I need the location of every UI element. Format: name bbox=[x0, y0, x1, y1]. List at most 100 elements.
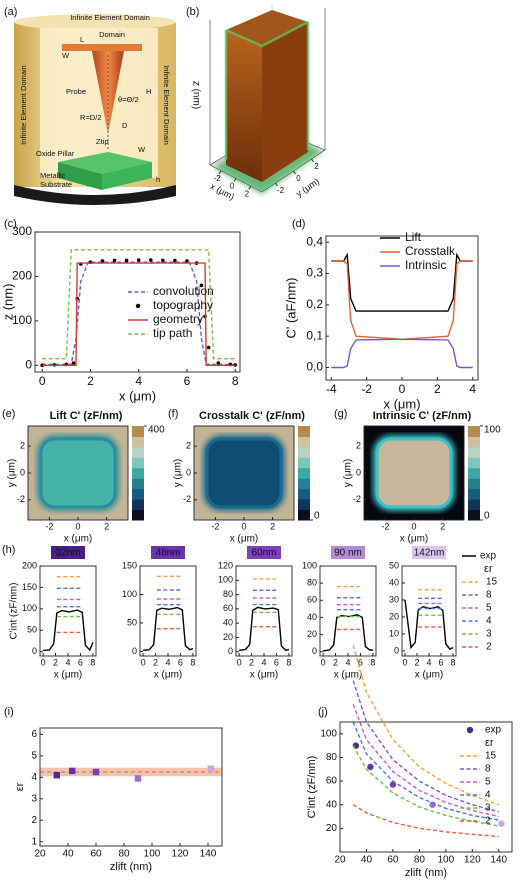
point bbox=[125, 259, 129, 263]
x-tick-label: 4 bbox=[345, 658, 350, 668]
x-tick-label: 0 bbox=[241, 522, 246, 532]
panel-label: (b) bbox=[186, 6, 199, 18]
colorbar-segment bbox=[468, 499, 480, 510]
colorbar-segment bbox=[468, 468, 480, 479]
x-tick-label: -2 bbox=[211, 522, 219, 532]
y-tick-label: 6 bbox=[31, 729, 37, 740]
y-tick-label: 20 bbox=[326, 823, 338, 834]
y-tick-label: 0,3 bbox=[306, 266, 323, 280]
tag: 32nm bbox=[55, 548, 80, 559]
x-tick-label: 0 bbox=[75, 522, 80, 532]
y-tick-label: 2 bbox=[20, 441, 25, 451]
legend-label: 2 bbox=[486, 642, 492, 653]
legend-label: topography bbox=[153, 298, 213, 312]
point bbox=[367, 764, 373, 770]
panel-label: (a) bbox=[4, 6, 17, 18]
label: Metallic bbox=[40, 171, 66, 180]
x-tick-label: -2 bbox=[214, 174, 222, 183]
panel-label: (h) bbox=[2, 544, 15, 556]
legend-marker bbox=[467, 727, 473, 733]
x-axis-label: x (μm) bbox=[250, 670, 279, 681]
legend-label: tip path bbox=[153, 326, 192, 340]
x-tick-label: 8 bbox=[232, 374, 239, 388]
y-axis-label: y (μm) bbox=[7, 459, 18, 488]
legend-label: Lift bbox=[405, 230, 422, 244]
x-tick-label: 20 bbox=[34, 849, 46, 860]
point bbox=[135, 775, 141, 781]
x-tick-label: 0 bbox=[141, 658, 146, 668]
y-tick-label: 0,4 bbox=[306, 234, 323, 248]
y-tick-label: 0 bbox=[228, 646, 233, 656]
x-tick-label: 120 bbox=[172, 849, 189, 860]
x-tick-label: 6 bbox=[438, 658, 443, 668]
probe-disc bbox=[62, 44, 142, 51]
figure: Infinite Element Domain Infinite Element… bbox=[0, 0, 523, 893]
y-tick-label: 2 bbox=[314, 162, 319, 171]
legend-marker bbox=[136, 304, 140, 308]
label: Infinite Element Domain bbox=[19, 65, 28, 145]
y-axis-label: C'int (zF/nm) bbox=[9, 583, 20, 640]
tag: 142nm bbox=[414, 548, 445, 559]
y-tick-label: 0 bbox=[296, 174, 301, 183]
x-tick-label: 100 bbox=[144, 849, 161, 860]
y-tick-label: 0 bbox=[394, 645, 399, 655]
y-tick-label: 50 bbox=[27, 625, 37, 635]
colorbar-segment bbox=[298, 468, 310, 479]
x-tick-label: 6 bbox=[274, 658, 279, 668]
y-tick-label: 50 bbox=[127, 617, 137, 627]
label: W bbox=[138, 145, 146, 154]
colorbar-segment bbox=[132, 510, 144, 521]
legend-label: geometry bbox=[153, 312, 203, 326]
point bbox=[72, 361, 76, 365]
x-axis-label: x (μm) bbox=[400, 534, 429, 545]
point bbox=[54, 772, 60, 778]
colorbar-segment bbox=[298, 510, 310, 521]
legend-label: 15 bbox=[485, 751, 497, 762]
x-tick-label: -4 bbox=[326, 382, 337, 396]
x-tick-label: 4 bbox=[469, 382, 476, 396]
y-tick-label: 40 bbox=[326, 799, 338, 810]
x-tick-label: 0 bbox=[230, 182, 235, 191]
point bbox=[137, 258, 141, 262]
x-tick-label: 2 bbox=[153, 658, 158, 668]
x-tick-label: 0 bbox=[402, 658, 407, 668]
point bbox=[498, 820, 504, 826]
x-tick-label: 0 bbox=[411, 522, 416, 532]
legend-label: exp bbox=[480, 551, 497, 562]
x-tick-label: 2 bbox=[414, 658, 419, 668]
label: W bbox=[62, 51, 70, 60]
x-axis-label: x (μm) bbox=[154, 670, 183, 681]
legend-label: 5 bbox=[485, 777, 491, 788]
y-tick-label: 100 bbox=[22, 603, 37, 613]
colorbar-segment bbox=[132, 436, 144, 447]
legend-label: 3 bbox=[485, 803, 491, 814]
x-tick-label: 8 bbox=[370, 658, 375, 668]
y-tick-label: 0 bbox=[132, 646, 137, 656]
colorbar-segment bbox=[132, 499, 144, 510]
tag: 48nm bbox=[155, 548, 180, 559]
y-tick-label: 150 bbox=[22, 582, 37, 592]
label: h bbox=[156, 175, 160, 184]
x-tick-label: 2 bbox=[434, 382, 441, 396]
colorbar-label: 0 bbox=[314, 511, 320, 522]
colorbar-segment bbox=[132, 426, 144, 437]
legend-label: 2 bbox=[485, 816, 491, 827]
y-tick-label: 20 bbox=[389, 611, 399, 621]
colorbar-label: 100 bbox=[484, 425, 501, 436]
x-tick-label: 0 bbox=[39, 374, 46, 388]
label: θ=Θ/2 bbox=[118, 95, 139, 104]
x-tick-label: 0 bbox=[41, 658, 46, 668]
legend-label: 5 bbox=[486, 603, 492, 614]
y-tick-label: 100 bbox=[320, 728, 337, 739]
y-tick-label: 10 bbox=[389, 628, 399, 638]
x-tick-label: -2 bbox=[45, 522, 53, 532]
x-axis-label: x (μm) bbox=[334, 670, 363, 681]
y-tick-label: 30 bbox=[389, 594, 399, 604]
point bbox=[161, 259, 165, 263]
y-tick-label: 100 bbox=[122, 589, 137, 599]
y-tick-label: 100 bbox=[302, 560, 317, 570]
y-tick-label: 150 bbox=[122, 560, 137, 570]
x-tick-label: 2 bbox=[245, 189, 250, 198]
x-tick-label: 2 bbox=[333, 658, 338, 668]
surface-front bbox=[226, 30, 262, 182]
